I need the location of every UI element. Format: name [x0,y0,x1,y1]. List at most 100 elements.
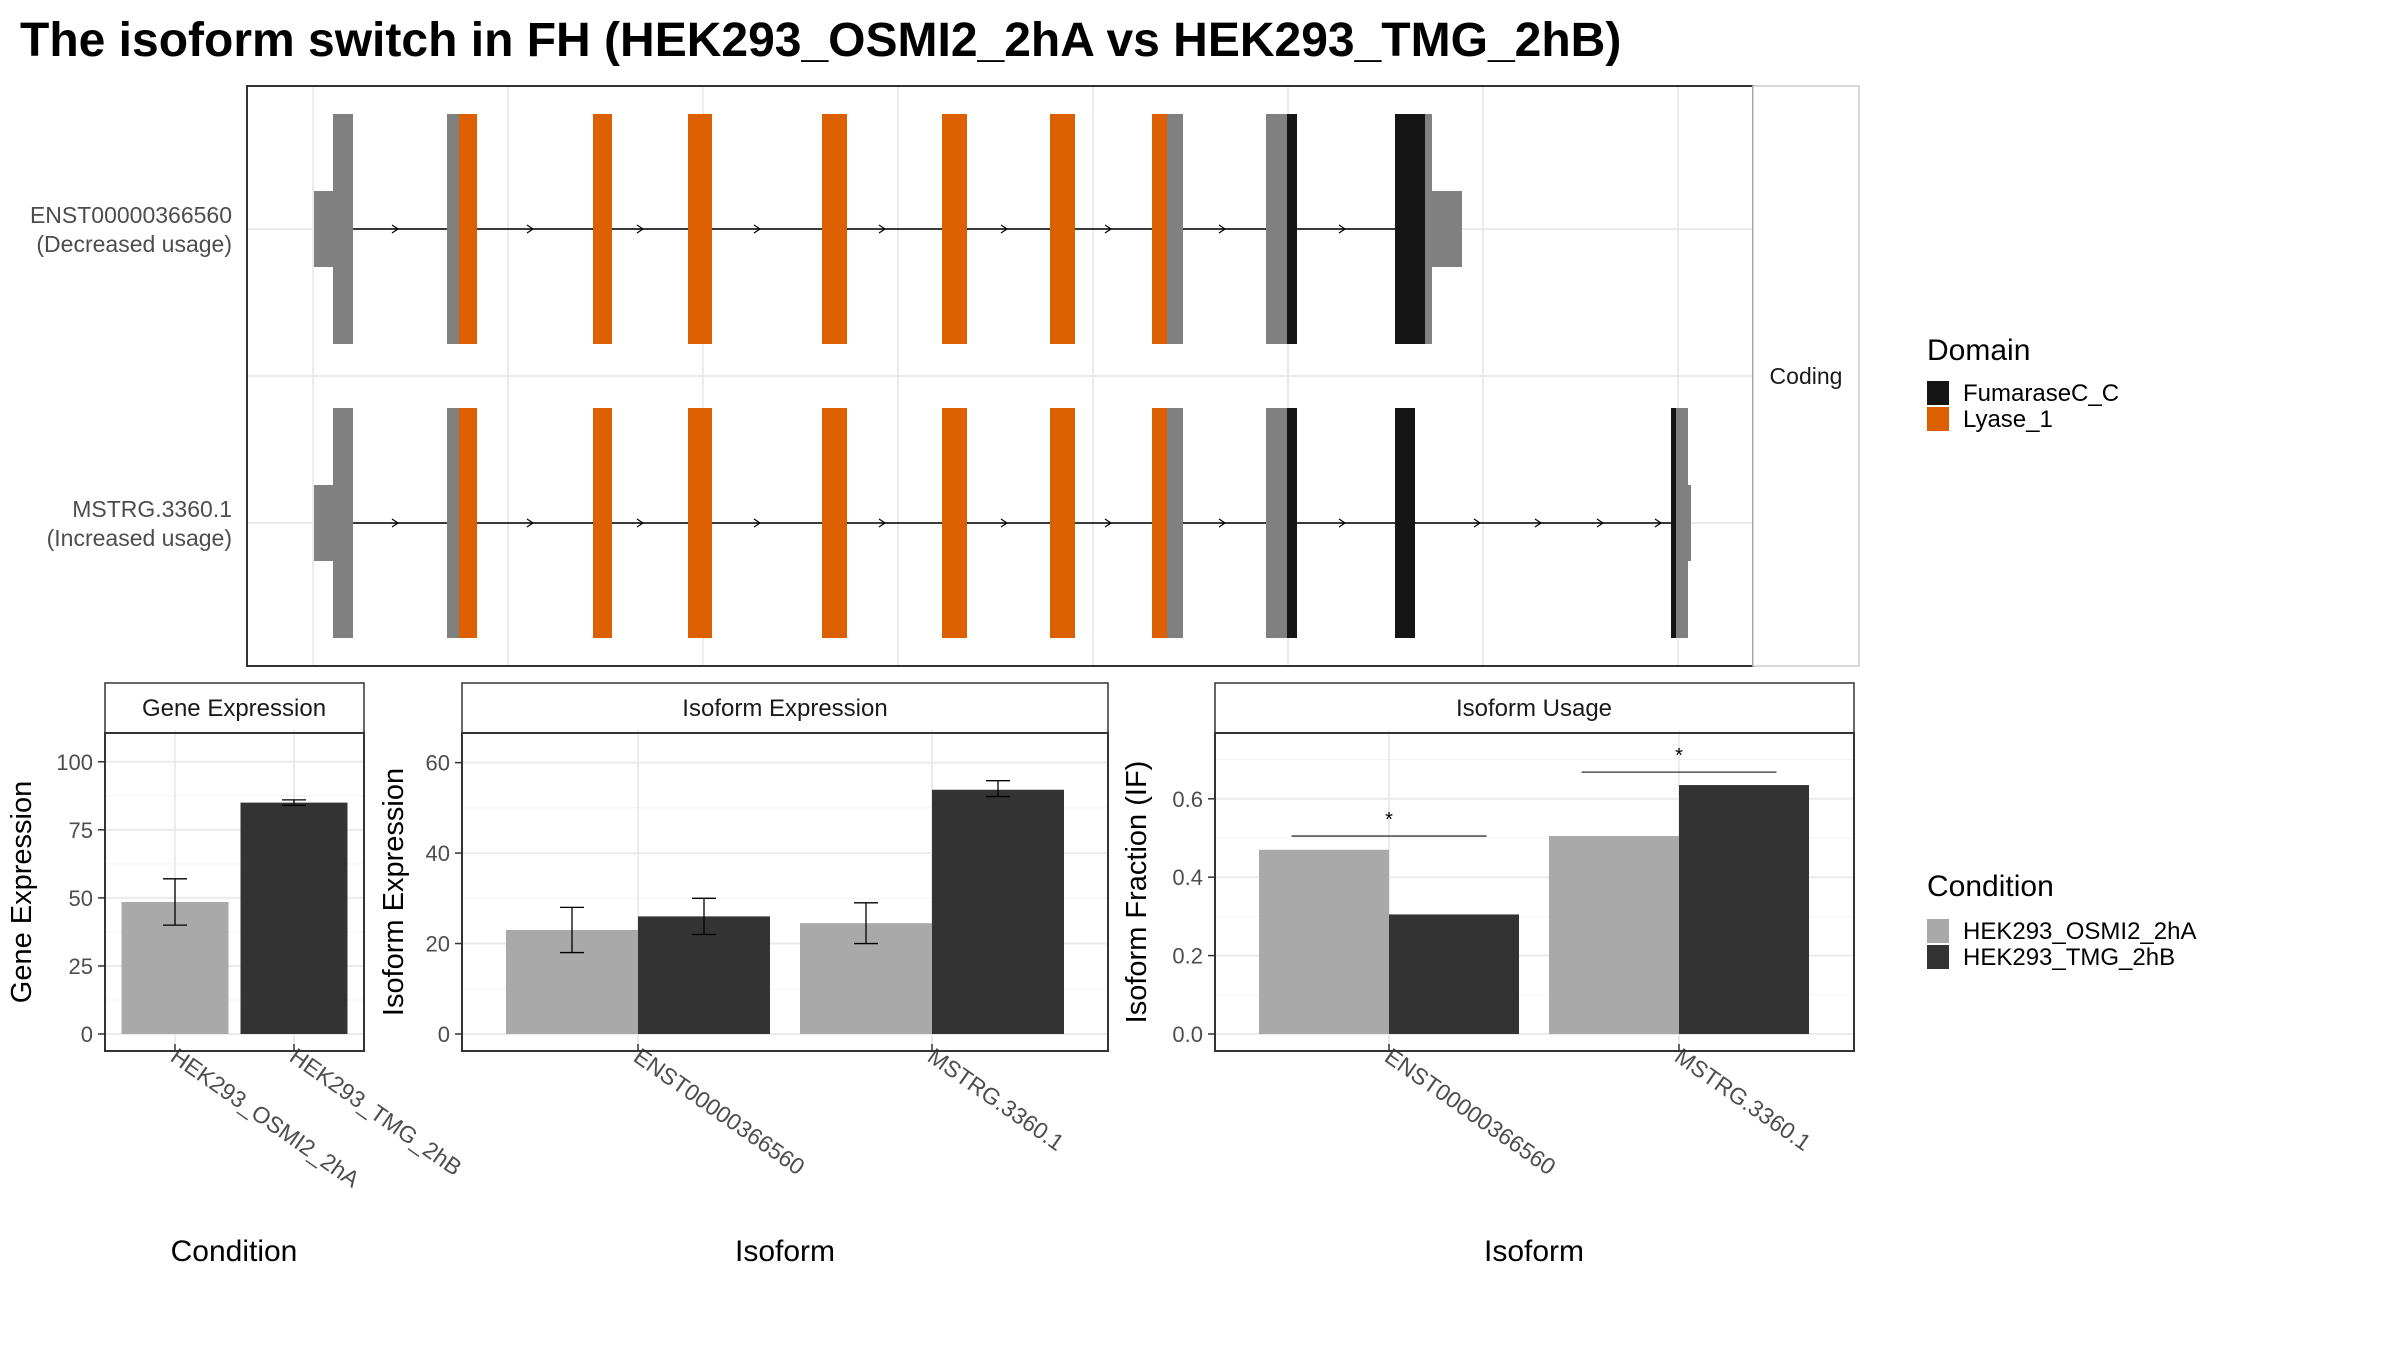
isoform-label-2-usage: (Increased usage) [47,525,232,551]
track-2 [314,408,1691,638]
track-2-intron-arrow-7 [1218,518,1227,528]
track-1-exon-11-utr [1266,114,1287,344]
isoform-expression-bar-0-1 [638,916,770,1034]
isoform-expression-y-tick-label-1: 20 [426,932,450,957]
isoform-usage-y-axis-title: Isoform Fraction (IF) [1121,761,1153,1024]
track-1-exon-6-lyase [822,114,847,344]
legend-swatch-osmi2 [1927,919,1949,943]
track-2-exon-15-utr [1676,408,1688,638]
track-1-exon-0-utr [314,191,333,267]
track-2-exon-16-utr [1688,485,1691,561]
track-1-exon-5-lyase [688,114,712,344]
figure-title: The isoform switch in FH (HEK293_OSMI2_2… [20,14,1621,67]
isoform-usage-y-tick-label-1: 0.2 [1172,944,1203,969]
track-2-intron-arrow-6 [1104,518,1113,528]
legend-label-lyase: Lyase_1 [1963,406,2053,433]
gene-expression-plot-frame [104,732,365,1052]
isoform-usage-plot-frame [1214,732,1855,1052]
track-1-intron-arrow-6 [1104,224,1113,234]
track-1-intron-arrow-1 [526,224,535,234]
track-2-exon-6-lyase [822,408,847,638]
isoform-expression-y-ticks: 0 20 40 60 [426,751,462,1047]
track-1-intron-arrow-5 [1000,224,1009,234]
isoform-label-1-id: ENST00000366560 [30,202,232,228]
track-2-exon-5-lyase [688,408,712,638]
gene-expression-y-tick-label-3: 75 [69,818,93,843]
isoform-usage-y-ticks: 0.0 0.2 0.4 0.6 [1172,787,1215,1047]
isoform-usage-significance-label-1: * [1675,745,1683,767]
track-1-exon-14-utr [1425,114,1432,344]
isoform-usage-bars: ** [1259,745,1809,1034]
track-2-intron-arrow-12 [1654,518,1663,528]
isoform-usage-y-tick-label-3: 0.6 [1172,787,1203,812]
isoform-expression-strip [461,682,1109,734]
track-1-intron-arrow-8 [1338,224,1347,234]
gene-expression-bar-1-0 [240,802,348,1034]
isoform-usage-bar-1-1 [1679,785,1809,1034]
track-2-exon-8-lyase [1050,408,1075,638]
isoform-usage-x-axis-title: Isoform [1484,1235,1584,1268]
track-1 [314,114,1462,344]
condition-legend-title: Condition [1927,870,2054,903]
isoform-usage-strip-title: Isoform Usage [1456,695,1612,722]
gene-expression-y-tick-label-2: 50 [69,886,93,911]
track-2-intron-arrow-8 [1338,518,1347,528]
isoform-usage-bar-1-0 [1549,836,1679,1034]
isoform-expression-y-axis-title: Isoform Expression [378,768,410,1016]
gene-expression-y-tick-label-4: 100 [56,750,93,775]
legend-label-tmg: HEK293_TMG_2hB [1963,944,2175,971]
isoform-expression-y-tick-label-2: 40 [426,841,450,866]
gene-expression-y-tick-label-0: 0 [81,1022,93,1047]
gene-expression-y-axis-title: Gene Expression [6,781,38,1003]
track-2-exon-7-lyase [942,408,967,638]
track-1-exon-13-fumarase [1395,114,1425,344]
track-2-intron-arrow-11 [1596,518,1605,528]
track-2-intron-arrow-3 [753,518,762,528]
isoform-expression-x-tick-label-0: ENST00000366560 [629,1043,809,1180]
legend-label-fumarase: FumaraseC_C [1963,380,2119,407]
track-2-exon-3-lyase [459,408,477,638]
isoform-usage-x-tick-label-1: MSTRG.3360.1 [1670,1043,1816,1156]
track-2-intron-arrow-4 [878,518,887,528]
legend-swatch-tmg [1927,945,1949,969]
gene-expression-x-axis-title: Condition [171,1235,298,1268]
isoform-usage-panel: Isoform Usage ** 0.0 0.2 0.4 0.6 ENST000003… [1121,682,1855,1268]
track-2-intron-arrow-0 [391,518,400,528]
isoform-expression-panel: Isoform Expression 0 20 40 60 ENST000003665… [378,682,1109,1268]
track-1-exon-9-lyase [1152,114,1167,344]
track-1-exon-7-lyase [942,114,967,344]
isoform-usage-x-ticks: ENST00000366560 MSTRG.3360.1 [1380,1043,1816,1180]
isoform-usage-y-tick-label-0: 0.0 [1172,1022,1203,1047]
isoform-expression-bar-1-1 [932,789,1064,1034]
isoform-usage-x-tick-label-0: ENST00000366560 [1380,1043,1560,1180]
track-1-intron-arrow-2 [636,224,645,234]
gene-expression-bars [121,799,348,1034]
gene-expression-strip-title: Gene Expression [142,695,326,722]
track-1-exon-15-utr [1432,191,1462,267]
track-1-exon-2-utr [447,114,459,344]
legend-label-osmi2: HEK293_OSMI2_2hA [1963,918,2196,945]
isoform-usage-y-tick-label-2: 0.4 [1172,865,1203,890]
track-2-intron-arrow-2 [636,518,645,528]
track-1-exon-12-fumarase [1287,114,1297,344]
track-2-exon-14-fumarase [1671,408,1676,638]
isoform-usage-bar-0-1 [1389,914,1519,1034]
isoform-expression-x-axis-title: Isoform [735,1235,835,1268]
isoform-expression-strip-title: Isoform Expression [682,695,887,722]
domain-legend: Domain FumaraseC_C Lyase_1 [1927,334,2119,433]
track-2-intron-arrow-5 [1000,518,1009,528]
track-2-intron-arrow-9 [1473,518,1482,528]
track-1-exon-8-lyase [1050,114,1075,344]
track-2-intron-arrow-1 [526,518,535,528]
track-2-exon-4-lyase [593,408,612,638]
isoform-expression-x-ticks: ENST00000366560 MSTRG.3360.1 [629,1043,1069,1180]
isoform-label-1-usage: (Decreased usage) [36,231,232,257]
track-2-exon-13-fumarase [1395,408,1415,638]
isoform-tracks [314,114,1691,638]
track-2-exon-12-fumarase [1287,408,1297,638]
track-1-exon-3-lyase [459,114,477,344]
track-2-intron-arrow-10 [1534,518,1543,528]
isoform-expression-plot-frame [461,732,1109,1052]
